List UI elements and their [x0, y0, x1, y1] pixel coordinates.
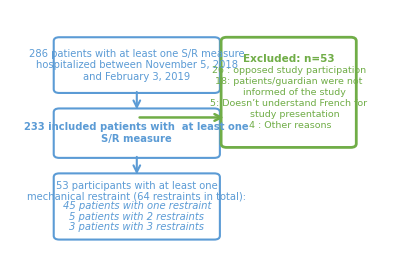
Text: hospitalized between November 5, 2018: hospitalized between November 5, 2018 — [36, 60, 238, 70]
Text: Excluded: n=53: Excluded: n=53 — [243, 54, 334, 64]
Text: 233 included patients with  at least one: 233 included patients with at least one — [24, 122, 249, 132]
FancyBboxPatch shape — [54, 37, 220, 93]
Text: 53 participants with at least one: 53 participants with at least one — [56, 181, 218, 191]
FancyBboxPatch shape — [54, 173, 220, 240]
Text: study presentation: study presentation — [238, 110, 340, 119]
Text: 286 patients with at least one S/R measure: 286 patients with at least one S/R measu… — [29, 49, 245, 58]
Text: 5: Doesn’t understand French for: 5: Doesn’t understand French for — [210, 99, 367, 108]
FancyBboxPatch shape — [221, 37, 356, 147]
Text: informed of the study: informed of the study — [231, 88, 346, 97]
Text: 18: patients/guardian were not: 18: patients/guardian were not — [215, 77, 362, 86]
Text: 3 patients with 3 restraints: 3 patients with 3 restraints — [69, 222, 204, 231]
Text: 4 : Other reasons: 4 : Other reasons — [246, 121, 332, 130]
Text: 5 patients with 2 restraints: 5 patients with 2 restraints — [69, 212, 204, 221]
Text: S/R measure: S/R measure — [102, 134, 172, 144]
Text: 45 patients with one restraint: 45 patients with one restraint — [63, 202, 211, 211]
Text: 26 : opposed study participation: 26 : opposed study participation — [212, 66, 366, 75]
Text: mechanical restraint (64 restraints in total):: mechanical restraint (64 restraints in t… — [27, 191, 246, 202]
FancyBboxPatch shape — [54, 109, 220, 158]
Text: and February 3, 2019: and February 3, 2019 — [83, 72, 190, 82]
